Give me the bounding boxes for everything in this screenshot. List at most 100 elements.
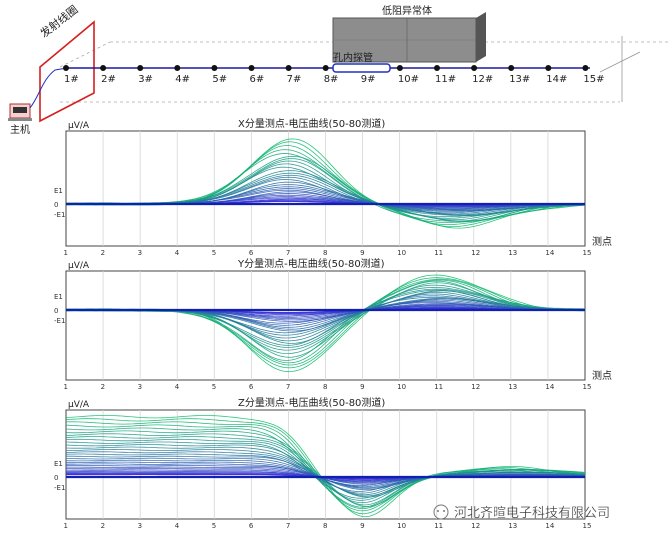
x-tick-label: 2 xyxy=(101,383,105,391)
survey-point-13 xyxy=(508,65,515,71)
survey-point-label: 6# xyxy=(250,74,265,85)
x-tick-label: 2 xyxy=(101,249,105,257)
x-tick-label: 1 xyxy=(64,522,68,530)
x-tick-label: 2 xyxy=(101,522,105,530)
x-tick-label: 13 xyxy=(508,383,517,391)
x-tick-label: 7 xyxy=(286,383,290,391)
survey-diagram: 发射线圈 主机 低阻异常体 孔内探管 1# 2# 3# 4# 5# 6# 7# 8# 9# 10#… xyxy=(8,2,670,136)
survey-point-10 xyxy=(396,65,403,71)
x-tick-label: 14 xyxy=(545,522,554,530)
chart-title: X分量测点-电压曲线(50-80测道) xyxy=(238,117,385,130)
x-tick-label: 11 xyxy=(434,383,443,391)
survey-point-label: 1# xyxy=(64,74,79,85)
survey-point-label: 13# xyxy=(509,74,530,85)
x-tick-label: 5 xyxy=(212,249,216,257)
survey-point-label: 15# xyxy=(583,74,604,85)
y-tick-label: E1 xyxy=(54,187,63,195)
wechat-icon xyxy=(433,504,449,520)
series-line xyxy=(66,451,585,494)
host-label: 主机 xyxy=(10,123,30,136)
x-tick-label: 14 xyxy=(545,383,554,391)
x-tick-label: 15 xyxy=(583,249,592,257)
x-tick-label: 5 xyxy=(212,522,216,530)
anomaly-label: 低阻异常体 xyxy=(382,4,432,17)
transmit-coil xyxy=(39,20,95,123)
series-line xyxy=(66,441,585,499)
survey-point-12 xyxy=(471,65,478,71)
series-line xyxy=(66,453,585,492)
watermark-text: 河北齐暄电子科技有限公司 xyxy=(454,505,610,521)
y-tick-label: -E1 xyxy=(54,211,65,219)
x-tick-label: 13 xyxy=(508,522,517,530)
borehole-probe xyxy=(332,63,391,73)
survey-point-3 xyxy=(137,65,144,71)
x-tick-label: 3 xyxy=(138,249,142,257)
chart-1: 1 2 3 4 5 6 7 8 9 10 11 12 13 14 15E10-E1X分量测点-电压曲线(50… xyxy=(54,117,612,257)
y-axis-label: μV/A xyxy=(68,400,90,410)
survey-point-5 xyxy=(211,65,218,71)
chart-2: 1 2 3 4 5 6 7 8 9 10 11 12 13 14 15E10-E1Y分量测点-电压曲线(50… xyxy=(54,257,612,391)
survey-point-1 xyxy=(63,65,69,71)
series-lines xyxy=(66,138,585,229)
x-tick-label: 15 xyxy=(583,383,592,391)
x-tick-label: 12 xyxy=(471,522,480,530)
survey-point-label: 3# xyxy=(138,74,153,85)
charts: 1 2 3 4 5 6 7 8 9 10 11 12 13 14 15E10-E1X分量测点-电压曲线(50… xyxy=(54,117,612,530)
x-tick-label: 12 xyxy=(471,249,480,257)
x-tick-label: 4 xyxy=(175,383,180,391)
chart-title: Y分量测点-电压曲线(50-80测道) xyxy=(237,257,385,270)
x-tick-label: 10 xyxy=(397,383,406,391)
x-tick-label: 1 xyxy=(64,249,68,257)
transmit-coil-label: 发射线圈 xyxy=(37,2,80,40)
survey-point-label: 4# xyxy=(175,74,190,85)
survey-points: 1# 2# 3# 4# 5# 6# 7# 8# 9# 10# 11# 12# 13# 14# 15# xyxy=(63,65,605,85)
x-tick-label: 8 xyxy=(323,522,327,530)
survey-point-label: 10# xyxy=(398,74,419,85)
x-tick-label: 9 xyxy=(360,249,364,257)
y-tick-label: E1 xyxy=(54,460,63,468)
x-tick-label: 8 xyxy=(323,383,327,391)
survey-point-7 xyxy=(285,65,292,71)
x-axis-label: 测点 xyxy=(592,235,612,248)
x-tick-label: 14 xyxy=(545,249,554,257)
survey-point-label: 2# xyxy=(101,74,116,85)
x-tick-label: 4 xyxy=(175,249,180,257)
survey-point-label: 12# xyxy=(472,74,493,85)
survey-point-label: 7# xyxy=(287,74,302,85)
x-tick-label: 10 xyxy=(397,249,406,257)
y-axis-label: μV/A xyxy=(68,121,90,131)
chart-3: 1 2 3 4 5 6 7 8 9 10 11 12 13 14 15E10-E1Z分量测点-电压曲线(50… xyxy=(54,396,591,530)
probe-label: 孔内探管 xyxy=(333,51,373,64)
survey-point-4 xyxy=(174,65,181,71)
host-computer-icon xyxy=(8,103,32,121)
x-axis-label: 测点 xyxy=(592,369,612,382)
chart-title: Z分量测点-电压曲线(50-80测道) xyxy=(238,396,385,409)
watermark: 河北齐暄电子科技有限公司 xyxy=(433,504,610,521)
x-tick-label: 9 xyxy=(360,383,364,391)
x-tick-label: 15 xyxy=(583,522,592,530)
x-tick-label: 11 xyxy=(434,522,443,530)
y-tick-label: 0 xyxy=(54,474,58,482)
survey-point-label: 14# xyxy=(546,74,567,85)
x-tick-label: 6 xyxy=(249,383,254,391)
y-tick-label: -E1 xyxy=(54,484,65,492)
x-tick-label: 13 xyxy=(508,249,517,257)
survey-point-2 xyxy=(100,65,107,71)
x-tick-label: 6 xyxy=(249,522,254,530)
x-tick-label: 7 xyxy=(286,249,290,257)
x-tick-label: 1 xyxy=(64,383,68,391)
x-tick-label: 3 xyxy=(138,522,142,530)
y-tick-label: 0 xyxy=(54,201,58,209)
series-line xyxy=(66,436,585,504)
series-lines xyxy=(66,415,585,518)
survey-point-11 xyxy=(434,65,440,71)
series-lines xyxy=(66,274,585,373)
x-tick-label: 3 xyxy=(138,383,142,391)
y-tick-label: 0 xyxy=(54,307,58,315)
x-tick-label: 11 xyxy=(434,249,443,257)
y-tick-label: -E1 xyxy=(54,317,65,325)
survey-point-label: 5# xyxy=(212,74,227,85)
x-tick-label: 7 xyxy=(286,522,290,530)
x-tick-label: 5 xyxy=(212,383,216,391)
x-tick-label: 9 xyxy=(360,522,364,530)
